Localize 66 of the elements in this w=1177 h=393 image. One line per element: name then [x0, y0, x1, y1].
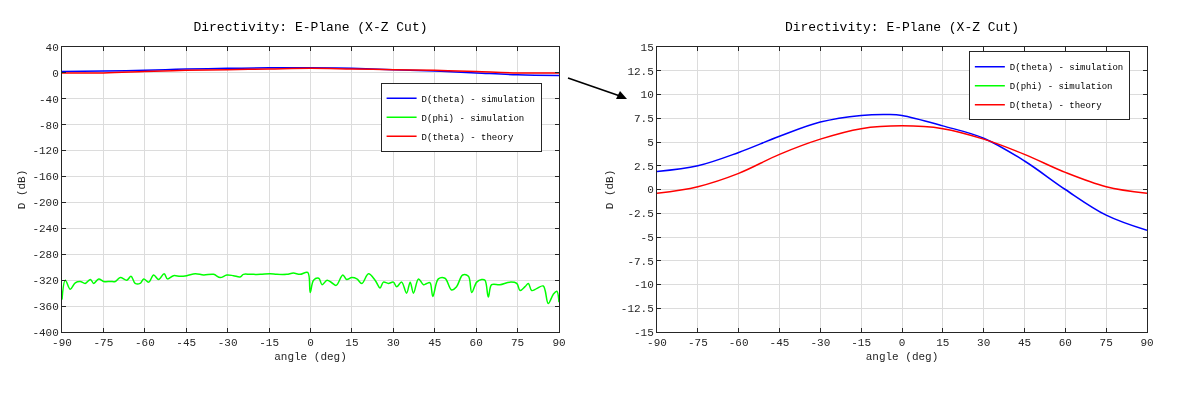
legend-label: D(phi) - simulation: [1009, 82, 1113, 93]
y-tick-label: -7.5: [627, 255, 654, 268]
chart-title: Directivity: E-Plane (X-Z Cut): [193, 19, 428, 35]
x-tick-label: 0: [307, 337, 314, 350]
y-tick-label: -400: [32, 326, 59, 339]
x-tick-label: 75: [510, 337, 525, 350]
x-tick-label: 45: [1017, 337, 1032, 350]
x-tick-label: -45: [176, 337, 197, 350]
x-axis-title: angle (deg): [274, 351, 347, 364]
chart-title: Directivity: E-Plane (X-Z Cut): [784, 19, 1020, 35]
x-tick-label: 60: [1058, 337, 1072, 350]
y-axis-title: D (dB): [16, 169, 29, 210]
x-tick-label: 90: [552, 337, 566, 350]
x-tick-label: -90: [52, 337, 72, 350]
x-tick-label: 15: [345, 337, 359, 350]
legend-label: D(theta) - theory: [421, 132, 515, 143]
x-tick-label: 75: [1099, 337, 1113, 350]
x-tick-label: -75: [687, 337, 708, 350]
x-tick-label: 45: [428, 337, 442, 350]
y-tick-label: 0: [647, 184, 654, 197]
x-tick-label: -15: [851, 337, 872, 350]
x-tick-label: -45: [769, 337, 790, 350]
y-tick-label: -240: [32, 223, 59, 236]
y-tick-label: -200: [32, 197, 59, 210]
x-tick-label: -75: [93, 337, 114, 350]
y-tick-label: -360: [32, 300, 59, 313]
x-tick-label: -90: [647, 337, 667, 350]
y-tick-label: 0: [52, 67, 59, 80]
x-tick-label: -30: [217, 337, 238, 350]
x-axis-title: angle (deg): [865, 351, 939, 364]
legend-label: D(theta) - simulation: [421, 94, 536, 105]
x-tick-label: 0: [898, 337, 906, 350]
y-tick-label: -120: [32, 145, 59, 158]
y-tick-label: 7.5: [633, 113, 654, 126]
x-tick-label: 15: [936, 337, 950, 350]
x-tick-label: 30: [977, 337, 991, 350]
x-tick-label: -15: [259, 337, 279, 350]
legend-label: D(phi) - simulation: [421, 113, 525, 124]
y-tick-label: -15: [633, 326, 654, 339]
legend-label: D(theta) - theory: [1009, 101, 1103, 112]
x-tick-label: 90: [1140, 337, 1154, 350]
y-tick-label: 40: [45, 41, 59, 54]
legend-label: D(theta) - simulation: [1009, 63, 1124, 74]
x-tick-label: -60: [728, 337, 749, 350]
y-tick-label: 15: [640, 41, 654, 54]
y-tick-label: -10: [633, 279, 654, 292]
y-tick-label: 2.5: [633, 160, 654, 173]
y-tick-label: -2.5: [627, 208, 654, 221]
line-series: [62, 271, 559, 305]
y-tick-label: -160: [32, 171, 59, 184]
line-series: [657, 113, 1147, 232]
x-tick-label: 30: [386, 337, 400, 350]
y-tick-label: -80: [38, 119, 59, 132]
x-tick-label: -30: [810, 337, 831, 350]
y-tick-label: -5: [640, 231, 654, 244]
y-tick-label: -320: [32, 275, 59, 288]
x-tick-label: -60: [134, 337, 155, 350]
y-tick-label: 12.5: [627, 65, 654, 78]
x-tick-label: 60: [469, 337, 483, 350]
y-tick-label: -280: [32, 249, 59, 262]
y-tick-label: 5: [647, 136, 654, 149]
line-series: [657, 125, 1147, 195]
y-tick-label: 10: [640, 89, 654, 102]
y-tick-label: -12.5: [620, 303, 654, 316]
y-tick-label: -40: [38, 93, 59, 106]
y-axis-title: D (dB): [604, 169, 617, 210]
